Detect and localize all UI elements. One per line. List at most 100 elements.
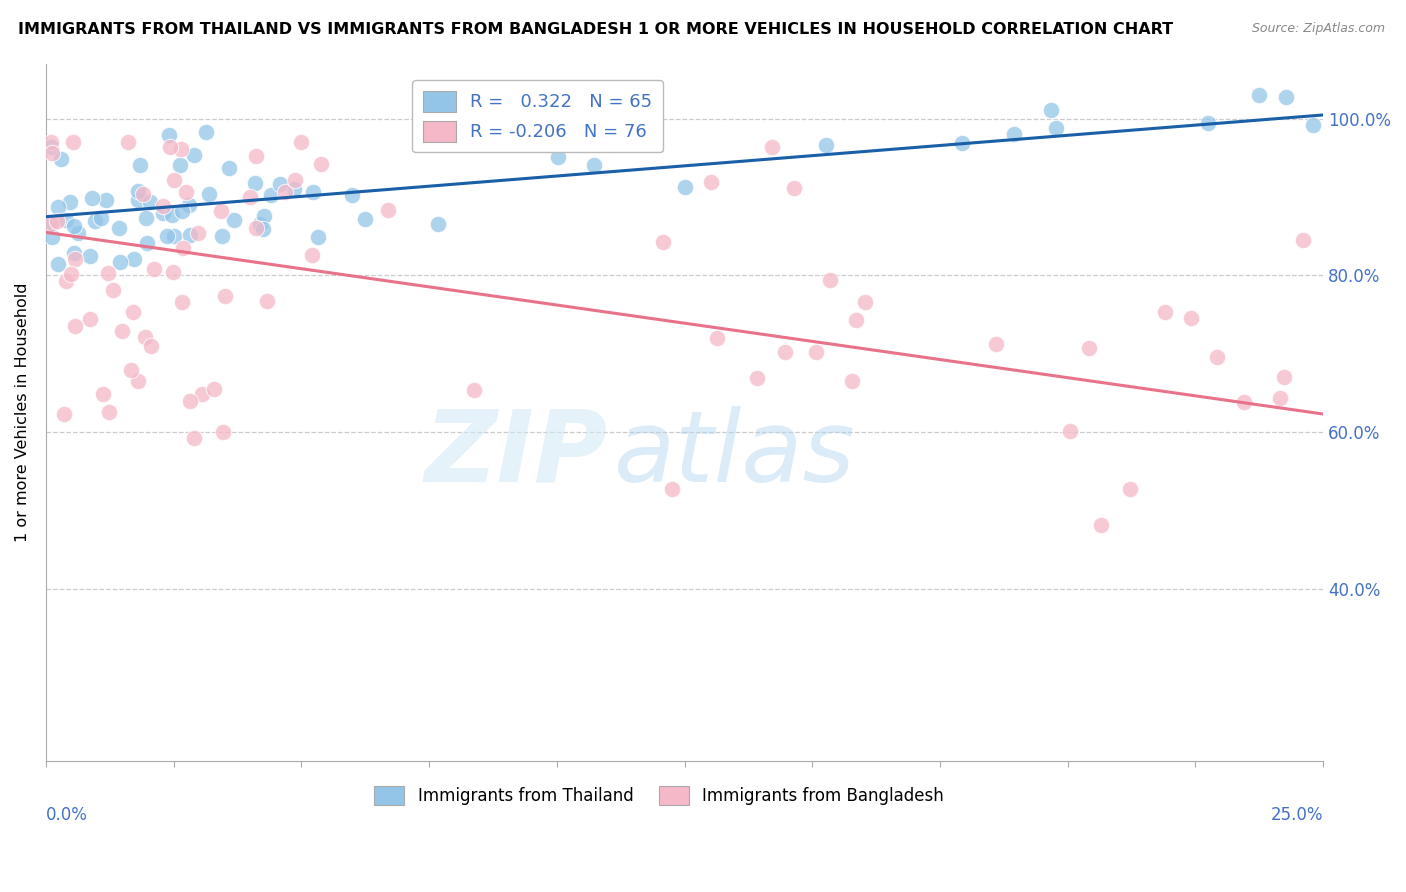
Point — [841, 375, 863, 389]
Point — [700, 176, 723, 190]
Legend: Immigrants from Thailand, Immigrants from Bangladesh: Immigrants from Thailand, Immigrants fro… — [368, 779, 950, 812]
Point — [55, 212, 77, 227]
Point — [243, 176, 266, 190]
Point — [135, 211, 157, 226]
Point — [209, 204, 232, 219]
Point — [122, 304, 145, 318]
Point — [1039, 103, 1062, 117]
Point — [170, 294, 193, 309]
Point — [307, 229, 329, 244]
Point — [249, 217, 271, 231]
Point — [98, 405, 121, 419]
Point — [80, 191, 103, 205]
Point — [673, 180, 696, 194]
Point — [1002, 127, 1025, 141]
Point — [39, 136, 62, 150]
Point — [652, 235, 675, 249]
Point — [39, 140, 62, 154]
Point — [46, 257, 69, 271]
Point — [127, 374, 149, 388]
Point — [1275, 90, 1298, 104]
Text: atlas: atlas — [614, 406, 856, 503]
Point — [582, 158, 605, 172]
Point — [340, 188, 363, 202]
Point — [198, 187, 221, 202]
Point — [79, 312, 101, 326]
Point — [1153, 305, 1175, 319]
Point — [547, 150, 569, 164]
Point — [84, 214, 107, 228]
Point — [1119, 482, 1142, 496]
Point — [1197, 115, 1219, 129]
Point — [152, 199, 174, 213]
Point — [179, 228, 201, 243]
Point — [1077, 341, 1099, 355]
Point — [274, 186, 297, 200]
Point — [63, 252, 86, 266]
Point — [283, 182, 305, 196]
Point — [510, 126, 533, 140]
Point — [162, 265, 184, 279]
Point — [1233, 394, 1256, 409]
Point — [195, 125, 218, 139]
Point — [138, 194, 160, 209]
Point — [107, 220, 129, 235]
Point — [252, 222, 274, 236]
Point — [761, 140, 783, 154]
Point — [302, 185, 325, 199]
Point — [157, 128, 180, 143]
Point — [55, 273, 77, 287]
Point — [814, 137, 837, 152]
Point — [46, 200, 69, 214]
Point — [245, 149, 267, 163]
Point — [845, 313, 868, 327]
Point — [984, 336, 1007, 351]
Point — [224, 212, 246, 227]
Point — [1302, 118, 1324, 132]
Point — [159, 140, 181, 154]
Point — [41, 229, 63, 244]
Point — [1292, 233, 1315, 247]
Point — [122, 252, 145, 266]
Point — [169, 158, 191, 172]
Point — [309, 156, 332, 170]
Point — [463, 383, 485, 397]
Text: 25.0%: 25.0% — [1271, 806, 1323, 824]
Point — [239, 189, 262, 203]
Point — [117, 136, 139, 150]
Point — [301, 247, 323, 261]
Point — [218, 161, 240, 175]
Point — [806, 344, 828, 359]
Point — [94, 193, 117, 207]
Point — [183, 148, 205, 162]
Point — [156, 229, 179, 244]
Point — [101, 283, 124, 297]
Point — [706, 331, 728, 345]
Point — [39, 215, 62, 229]
Point — [170, 142, 193, 156]
Point — [1180, 310, 1202, 325]
Point — [773, 345, 796, 359]
Point — [260, 187, 283, 202]
Point — [253, 209, 276, 223]
Point — [1268, 391, 1291, 405]
Point — [245, 221, 267, 235]
Point — [63, 318, 86, 333]
Point — [783, 181, 806, 195]
Point — [136, 235, 159, 250]
Point — [747, 370, 769, 384]
Point — [290, 136, 312, 150]
Point — [46, 213, 69, 227]
Point — [134, 330, 156, 344]
Point — [170, 204, 193, 219]
Point — [377, 203, 399, 218]
Point — [284, 173, 307, 187]
Point — [179, 394, 201, 409]
Point — [183, 431, 205, 445]
Point — [110, 255, 132, 269]
Point — [152, 205, 174, 219]
Point — [256, 293, 278, 308]
Text: 0.0%: 0.0% — [46, 806, 87, 824]
Point — [90, 211, 112, 225]
Text: IMMIGRANTS FROM THAILAND VS IMMIGRANTS FROM BANGLADESH 1 OR MORE VEHICLES IN HOU: IMMIGRANTS FROM THAILAND VS IMMIGRANTS F… — [18, 22, 1174, 37]
